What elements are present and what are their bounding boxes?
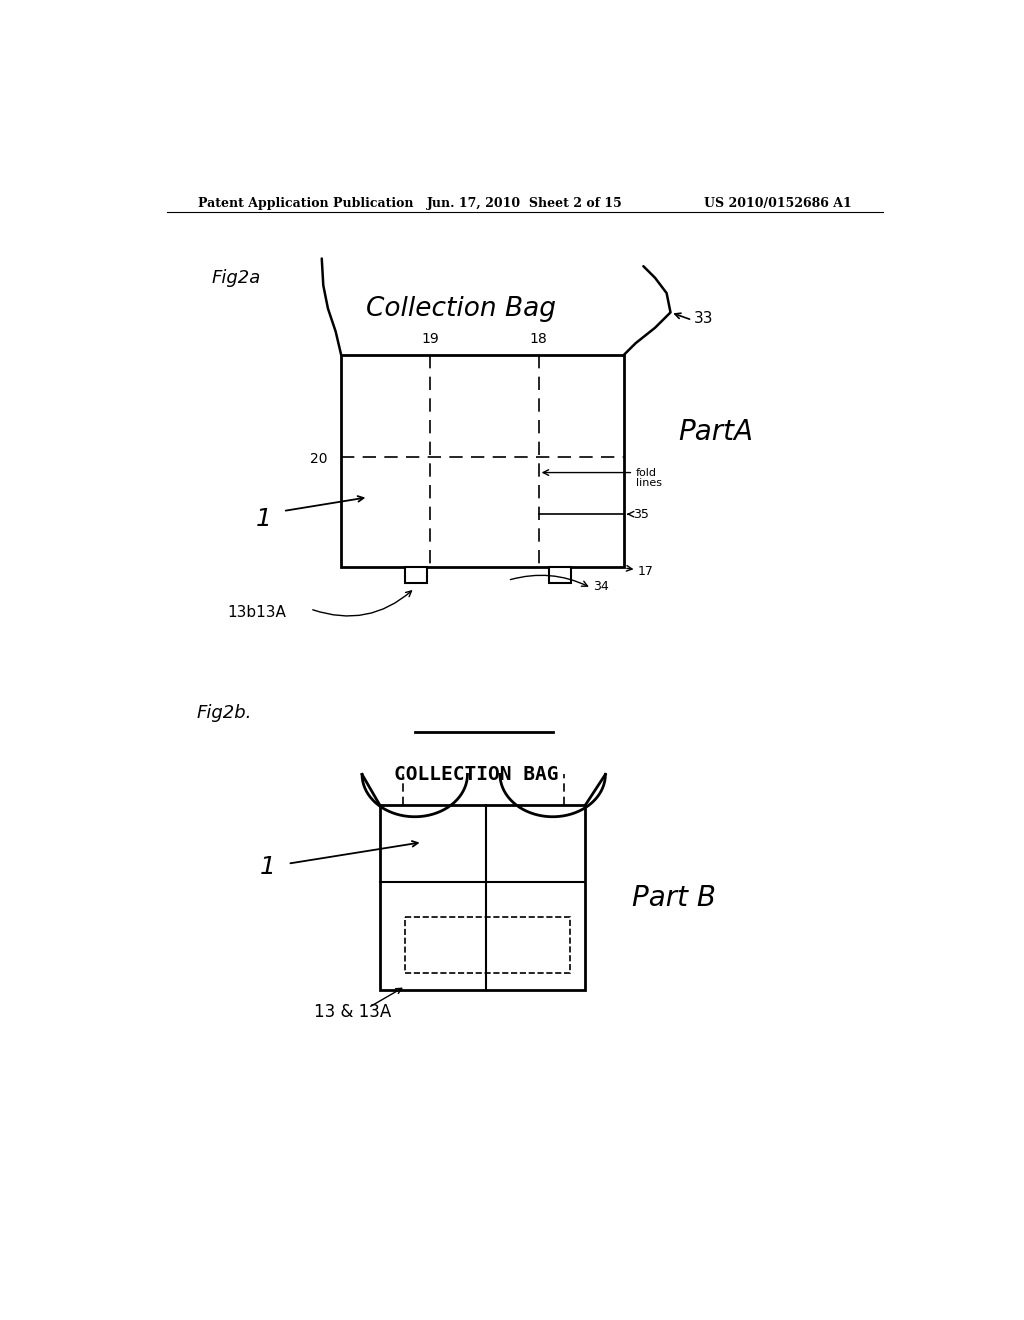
Text: US 2010/0152686 A1: US 2010/0152686 A1: [705, 197, 852, 210]
Text: Fig2b.: Fig2b.: [197, 704, 252, 722]
Text: Jun. 17, 2010  Sheet 2 of 15: Jun. 17, 2010 Sheet 2 of 15: [427, 197, 623, 210]
Text: Part B: Part B: [632, 883, 716, 912]
Text: Collection Bag: Collection Bag: [367, 296, 556, 322]
Text: COLLECTION BAG: COLLECTION BAG: [394, 764, 559, 784]
Text: 13b13A: 13b13A: [227, 605, 286, 620]
Text: 13 & 13A: 13 & 13A: [314, 1003, 391, 1020]
Text: 33: 33: [693, 312, 714, 326]
Text: 1: 1: [259, 855, 275, 879]
Text: 19: 19: [421, 331, 439, 346]
Text: Patent Application Publication: Patent Application Publication: [198, 197, 414, 210]
Text: PartA: PartA: [678, 417, 754, 446]
Bar: [380, 805, 586, 990]
Bar: [406, 917, 569, 973]
Text: lines: lines: [636, 478, 662, 488]
Text: 1: 1: [256, 507, 271, 531]
Text: 17: 17: [638, 565, 654, 578]
Bar: [549, 566, 570, 583]
Text: 35: 35: [633, 508, 649, 520]
Text: 20: 20: [310, 451, 328, 466]
Text: fold: fold: [636, 467, 656, 478]
Text: 18: 18: [529, 331, 548, 346]
Bar: [406, 566, 427, 583]
Bar: [341, 355, 624, 566]
Text: Fig2a: Fig2a: [212, 269, 261, 286]
Text: 34: 34: [593, 579, 608, 593]
